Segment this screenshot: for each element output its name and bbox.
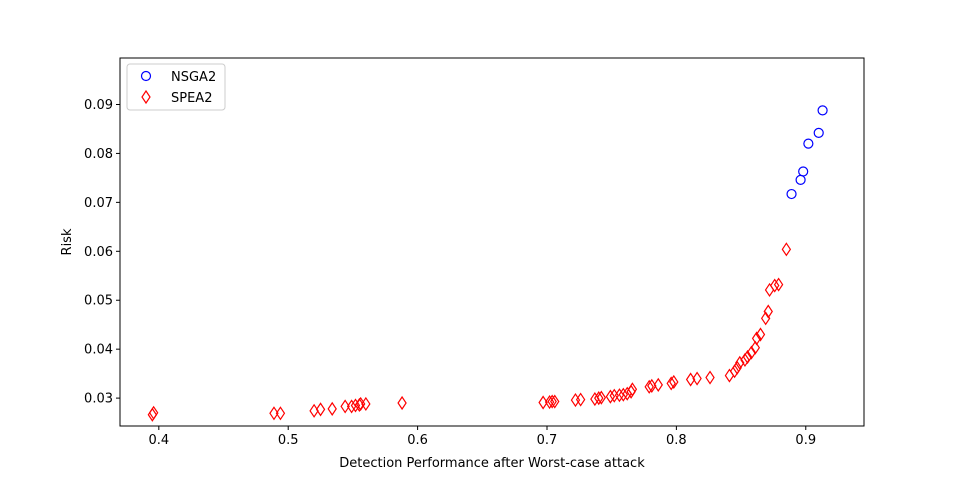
spea2-point (346, 399, 357, 414)
spea2-point (605, 389, 616, 404)
spea2-point (327, 401, 337, 416)
y-tick-label: 0.03 (84, 392, 113, 407)
spea2-point (666, 376, 676, 391)
spea2-point (361, 396, 371, 412)
y-tick-label: 0.04 (84, 343, 113, 358)
spea2-point (618, 387, 629, 402)
spea2-point (350, 398, 361, 413)
spea2-point (751, 331, 762, 346)
legend-nsga2-label: NSGA2 (171, 70, 216, 85)
x-axis: 0.4 0.5 0.6 0.7 0.8 0.9 (148, 426, 816, 448)
spea2-point (594, 391, 604, 406)
spea2-point (781, 242, 792, 257)
spea2-point (705, 370, 715, 385)
spea2-point (148, 405, 159, 420)
spea2-point (269, 406, 279, 421)
spea2-point (735, 355, 745, 370)
y-tick-label: 0.06 (84, 245, 113, 260)
spea2-point (773, 277, 784, 292)
spea2-point (627, 382, 638, 397)
spea2-point (732, 360, 742, 375)
data-marks (147, 105, 828, 422)
nsga2-point (798, 166, 809, 177)
y-tick-label: 0.07 (84, 196, 113, 211)
spea2-point (550, 394, 560, 409)
spea2-point (750, 340, 761, 355)
y-tick-label: 0.05 (84, 294, 113, 309)
plot-area (120, 58, 864, 426)
legend-spea2-marker (141, 89, 151, 105)
x-tick-label: 0.6 (407, 433, 428, 448)
x-tick-label: 0.7 (537, 433, 558, 448)
spea2-point (547, 394, 557, 409)
spea2-point (729, 364, 740, 379)
nsga2-point (803, 138, 814, 149)
spea2-point (740, 352, 750, 368)
x-tick-label: 0.5 (278, 433, 299, 448)
legend-box (126, 63, 226, 111)
spea2-point (596, 390, 607, 405)
plot-frame (119, 57, 865, 427)
y-tick-label: 0.08 (84, 147, 113, 162)
spea2-point (340, 399, 350, 414)
spea2-point (742, 349, 753, 365)
legend-spea2-label: SPEA2 (171, 91, 212, 106)
spea2-point (397, 395, 407, 411)
spea2-point (653, 377, 663, 392)
spea2-point (538, 395, 548, 410)
y-tick-label: 0.09 (84, 98, 113, 113)
legend: NSGA2 SPEA2 (126, 63, 226, 111)
x-tick-label: 0.8 (666, 433, 687, 448)
x-axis-label: Detection Performance after Worst-case a… (339, 456, 645, 471)
nsga2-point (813, 127, 824, 138)
y-axis: 0.03 0.04 0.05 0.06 0.07 0.08 0.09 (84, 98, 120, 407)
spea2-point (644, 379, 654, 394)
x-tick-label: 0.4 (148, 433, 169, 448)
nsga2-point (786, 188, 797, 200)
spea2-point (669, 374, 679, 390)
spea2-point (275, 406, 286, 421)
x-tick-label: 0.9 (795, 433, 816, 448)
spea2-point (692, 371, 702, 386)
y-axis-label: Risk (60, 228, 75, 255)
spea2-point (575, 392, 586, 407)
nsga2-point (817, 105, 828, 116)
spea2-point (315, 402, 326, 417)
spea2-point (755, 327, 766, 342)
spea2-point (746, 345, 757, 360)
spea2-point (614, 388, 625, 403)
spea2-point (763, 304, 773, 319)
spea2-point (769, 278, 780, 293)
legend-nsga2-marker (140, 70, 152, 82)
